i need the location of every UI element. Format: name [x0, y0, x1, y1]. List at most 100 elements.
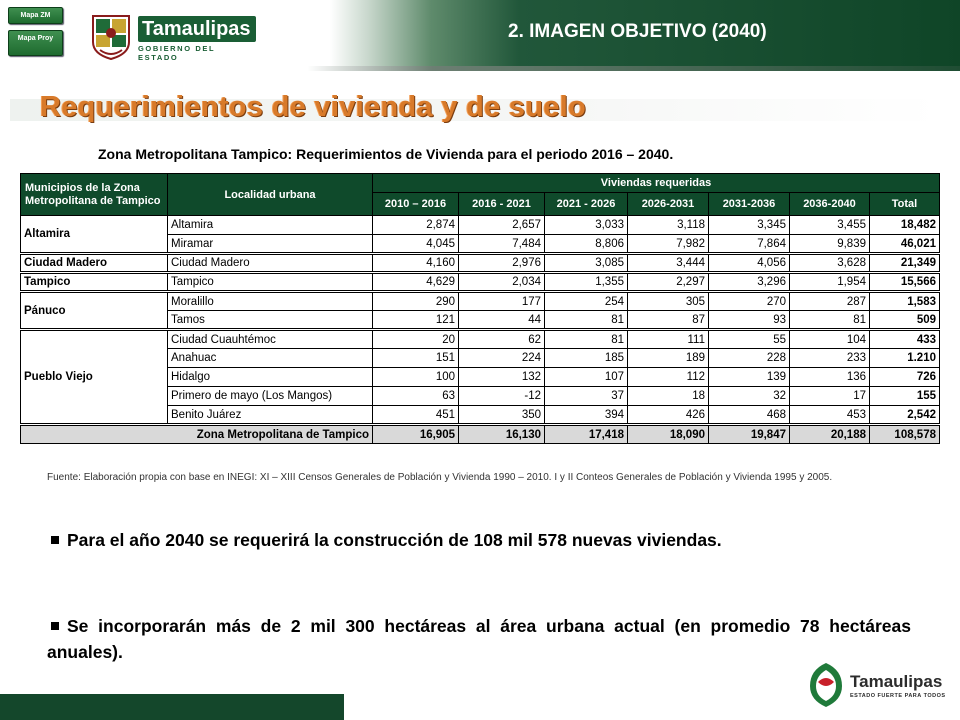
value-cell: -12 [458, 386, 545, 406]
mapa-proy-button[interactable]: Mapa Proy [8, 30, 63, 56]
value-cell: 1,355 [544, 271, 628, 292]
localidad-cell: Miramar [167, 234, 373, 254]
table-row: Pánuco Moralillo 290 177 254 305 270 287 1,583 [20, 290, 940, 330]
value-cell: 451 [372, 405, 459, 425]
value-cell: 18 [627, 386, 709, 406]
value-cell: 3,296 [708, 271, 790, 292]
header-divider-strip [0, 66, 960, 71]
total-header: Total [869, 192, 940, 216]
municipio-cell: Pánuco [20, 290, 168, 330]
localidad-cell: Anahuac [167, 348, 373, 368]
value-cell: 189 [627, 348, 709, 368]
total-cell: 15,566 [869, 271, 940, 292]
value-cell: 270 [708, 290, 790, 311]
value-cell: 151 [372, 348, 459, 368]
value-cell: 177 [458, 290, 545, 311]
title-background-bar [10, 99, 940, 121]
brand-logo-text: Tamaulipas [138, 16, 256, 42]
value-cell: 132 [458, 367, 545, 387]
value-cell: 2,034 [458, 271, 545, 292]
value-cell: 305 [627, 290, 709, 311]
bullet-square-icon [51, 622, 59, 631]
value-cell: 7,864 [708, 234, 790, 254]
table-row: Tampico Tampico 4,629 2,034 1,355 2,297 3,296 1… [20, 271, 940, 292]
value-cell: 8,806 [544, 234, 628, 254]
table-row: Miramar 4,045 7,484 8,806 7,982 7,864 9,839 46,… [21, 234, 940, 254]
value-cell: 290 [372, 290, 459, 311]
period-header: 2036-2040 [789, 192, 870, 216]
table-row: Pueblo Viejo Ciudad Cuauhtémoc 20 62 81 111 55… [20, 328, 940, 425]
total-cell: 18,482 [869, 215, 940, 235]
source-note: Fuente: Elaboración propia con base en I… [47, 472, 833, 483]
value-cell: 136 [789, 367, 870, 387]
value-cell: 63 [372, 386, 459, 406]
period-header: 2016 - 2021 [458, 192, 545, 216]
value-cell: 185 [544, 348, 628, 368]
value-cell: 121 [372, 310, 459, 330]
value-cell: 350 [458, 405, 545, 425]
value-cell: 32 [708, 386, 790, 406]
value-cell: 3,033 [544, 215, 628, 235]
summary-total-cell: 108,578 [869, 423, 940, 444]
table-row: Benito Juárez 451 350 394 426 468 453 2,542 [21, 405, 940, 425]
value-cell: 2,297 [627, 271, 709, 292]
section-title: 2. IMAGEN OBJETIVO (2040) [508, 21, 767, 42]
value-cell: 3,118 [627, 215, 709, 235]
value-cell: 55 [708, 328, 790, 349]
value-cell: 20 [372, 328, 459, 349]
value-cell: 100 [372, 367, 459, 387]
table-row: Altamira Altamira 2,874 2,657 3,033 3,118 3,34… [20, 215, 940, 254]
period-header: 2031-2036 [708, 192, 790, 216]
table-row: Tamos 121 44 81 87 93 81 509 [21, 310, 940, 330]
municipio-cell: Pueblo Viejo [20, 328, 168, 425]
value-cell: 93 [708, 310, 790, 330]
tamaulipas-emblem-icon [810, 663, 842, 707]
value-cell: 4,056 [708, 252, 790, 273]
localidad-cell: Altamira [167, 215, 373, 235]
value-cell: 2,874 [372, 215, 459, 235]
bullet-text: Para el año 2040 se requerirá la constru… [67, 530, 722, 550]
table-row: Ciudad Madero Ciudad Madero 4,160 2,976 3,08… [20, 252, 940, 273]
value-cell: 4,045 [372, 234, 459, 254]
viviendas-header: Viviendas requeridas [372, 173, 940, 193]
footer-brand-name: Tamaulipas [850, 672, 943, 691]
value-cell: 468 [708, 405, 790, 425]
municipio-cell: Tampico [20, 271, 168, 292]
localidad-cell: Ciudad Cuauhtémoc [167, 328, 373, 349]
value-cell: 4,160 [372, 252, 459, 273]
value-cell: 7,484 [458, 234, 545, 254]
localidad-cell: Moralillo [167, 290, 373, 311]
municipio-header: Municipios de la Zona Metropolitana de T… [20, 173, 168, 216]
value-cell: 81 [544, 310, 628, 330]
value-cell: 3,444 [627, 252, 709, 273]
header-green-band [330, 0, 960, 68]
localidad-cell: Tampico [167, 271, 373, 292]
value-cell: 254 [544, 290, 628, 311]
summary-label: Zona Metropolitana de Tampico [20, 423, 373, 444]
value-cell: 453 [789, 405, 870, 425]
value-cell: 44 [458, 310, 545, 330]
value-cell: 287 [789, 290, 870, 311]
value-cell: 104 [789, 328, 870, 349]
value-cell: 3,628 [789, 252, 870, 273]
value-cell: 3,345 [708, 215, 790, 235]
value-cell: 37 [544, 386, 628, 406]
value-cell: 139 [708, 367, 790, 387]
footer-logo: Tamaulipas ESTADO FUERTE PARA TODOS [806, 660, 952, 710]
header-bar: Mapa ZM Mapa Proy Tamaulipas GOBIERNO DE… [0, 0, 960, 71]
value-cell: 107 [544, 367, 628, 387]
value-cell: 394 [544, 405, 628, 425]
summary-value-cell: 18,090 [627, 423, 709, 444]
value-cell: 81 [789, 310, 870, 330]
table-row: Primero de mayo (Los Mangos) 63 -12 37 18 32 1… [21, 386, 940, 406]
localidad-cell: Hidalgo [167, 367, 373, 387]
value-cell: 426 [627, 405, 709, 425]
total-cell: 2,542 [869, 405, 940, 425]
mapa-zm-button[interactable]: Mapa ZM [8, 7, 63, 24]
total-cell: 1.210 [869, 348, 940, 368]
page-title: Requerimientos de vivienda y de suelo [40, 91, 587, 123]
localidad-cell: Ciudad Madero [167, 252, 373, 273]
value-cell: 224 [458, 348, 545, 368]
summary-value-cell: 17,418 [544, 423, 628, 444]
value-cell: 1,954 [789, 271, 870, 292]
